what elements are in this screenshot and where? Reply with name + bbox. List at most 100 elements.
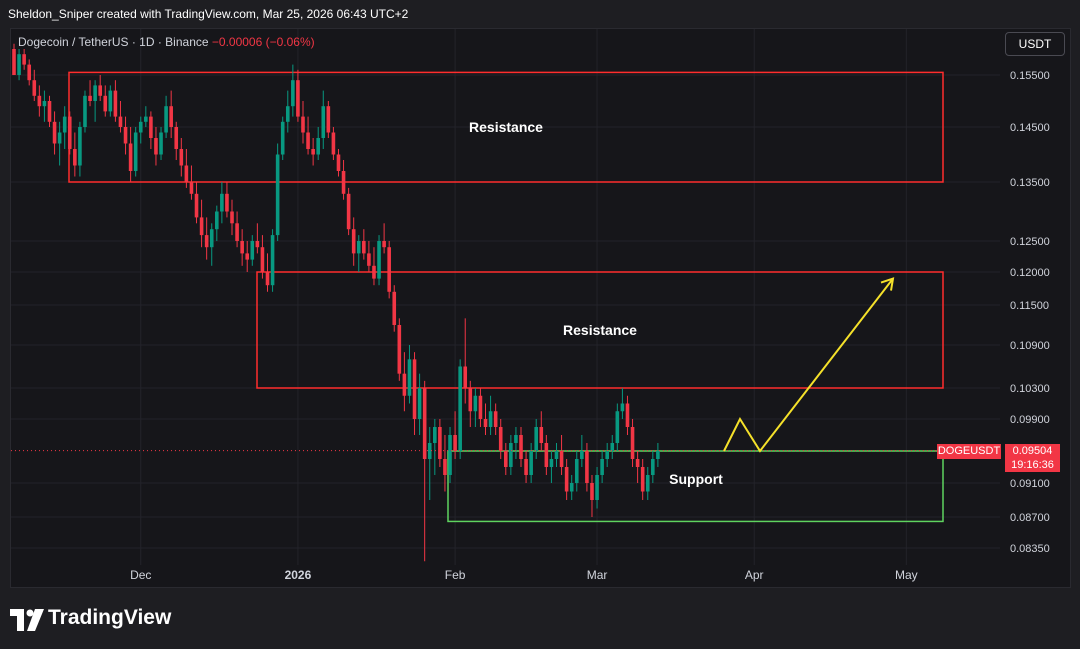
candle-body bbox=[57, 132, 62, 144]
candle-body bbox=[392, 291, 397, 325]
candle-body bbox=[174, 127, 179, 149]
candle-body bbox=[98, 85, 102, 96]
candle-body bbox=[133, 132, 138, 171]
candle-body bbox=[564, 467, 569, 492]
candle-body bbox=[580, 451, 584, 459]
candle-body bbox=[169, 106, 173, 127]
candle-body bbox=[37, 95, 42, 107]
candle-body bbox=[215, 211, 219, 230]
attribution-text: Sheldon_Sniper created with TradingView.… bbox=[8, 7, 409, 21]
candle-body bbox=[199, 217, 204, 236]
footer-bar bbox=[0, 589, 1080, 649]
candle-body bbox=[321, 106, 326, 138]
candle-body bbox=[296, 80, 300, 117]
candle-countdown: 19:16:36 bbox=[1011, 459, 1054, 471]
zone-label: Support bbox=[669, 471, 723, 487]
candle-body bbox=[301, 116, 305, 133]
candle-body bbox=[590, 483, 594, 500]
candle-body bbox=[204, 235, 209, 248]
candle-body bbox=[630, 427, 635, 459]
candle-body bbox=[123, 127, 128, 144]
candle-body bbox=[128, 143, 133, 171]
candle-body bbox=[397, 325, 402, 374]
price-change: −0.00006 (−0.06%) bbox=[211, 35, 315, 49]
candle-body bbox=[42, 101, 47, 107]
y-tick-label: 0.12500 bbox=[1010, 236, 1050, 248]
candle-body bbox=[291, 80, 295, 107]
candle-body bbox=[311, 149, 315, 155]
candle-body bbox=[270, 235, 275, 286]
chart-frame[interactable] bbox=[10, 28, 1071, 588]
candle-body bbox=[509, 443, 513, 467]
candle-body bbox=[32, 80, 37, 96]
candle-body bbox=[427, 443, 432, 459]
candle-body bbox=[387, 247, 391, 292]
candle-body bbox=[179, 149, 184, 166]
candle-body bbox=[22, 54, 26, 65]
candle-body bbox=[275, 154, 280, 236]
candle-body bbox=[108, 90, 113, 112]
candle-body bbox=[473, 395, 478, 412]
candle-body bbox=[554, 451, 559, 459]
candle-body bbox=[280, 121, 285, 155]
last-price-value: 0.09504 bbox=[1012, 445, 1053, 457]
candle-body bbox=[235, 223, 239, 241]
zone-label: Resistance bbox=[469, 119, 543, 135]
candle-body bbox=[625, 403, 630, 427]
y-tick-label: 0.09100 bbox=[1010, 478, 1050, 490]
candle-body bbox=[159, 132, 163, 155]
candle-body bbox=[209, 229, 214, 248]
candle-body bbox=[62, 116, 67, 133]
candle-body bbox=[245, 253, 250, 260]
candle-body bbox=[488, 411, 493, 427]
candle-body bbox=[574, 459, 579, 483]
candle-body bbox=[346, 193, 351, 230]
currency-button[interactable]: USDT bbox=[1005, 32, 1065, 56]
symbol-legend: Dogecoin / TetherUS · 1D · Binance −0.00… bbox=[18, 35, 315, 49]
candle-body bbox=[422, 388, 427, 459]
candle-body bbox=[164, 106, 168, 133]
y-tick-label: 0.11500 bbox=[1010, 300, 1049, 312]
candle-body bbox=[78, 127, 82, 166]
candle-body bbox=[285, 106, 290, 122]
candle-body bbox=[433, 427, 437, 443]
candle-body bbox=[534, 427, 539, 451]
x-tick-label: May bbox=[895, 568, 918, 582]
candle-body bbox=[250, 241, 255, 260]
projection-path bbox=[723, 277, 894, 453]
candle-body bbox=[493, 411, 498, 427]
tradingview-logo-icon bbox=[10, 609, 44, 631]
candle-body bbox=[478, 395, 483, 419]
x-tick-label: Feb bbox=[445, 568, 466, 582]
candle-body bbox=[362, 241, 366, 254]
candle-body bbox=[154, 138, 158, 155]
candle-body bbox=[443, 459, 447, 475]
candle-body bbox=[67, 116, 72, 149]
y-tick-label: 0.10300 bbox=[1010, 383, 1050, 395]
candle-body bbox=[463, 366, 468, 388]
candle-body bbox=[605, 451, 609, 459]
y-tick-label: 0.14500 bbox=[1010, 122, 1050, 134]
candle-body bbox=[468, 388, 473, 412]
candle-body bbox=[351, 229, 356, 254]
candle-body bbox=[230, 211, 234, 224]
candle-body bbox=[656, 451, 660, 459]
candle-body bbox=[73, 149, 77, 166]
candle-body bbox=[559, 451, 564, 467]
candle-body bbox=[549, 459, 554, 467]
candle-body bbox=[498, 427, 503, 451]
tradingview-logo-text: TradingView bbox=[48, 606, 172, 629]
candle-body bbox=[113, 90, 118, 117]
candle-body bbox=[306, 132, 310, 149]
candle-body bbox=[402, 373, 407, 396]
candle-body bbox=[615, 411, 620, 443]
candle-body bbox=[595, 475, 599, 500]
candle-body bbox=[600, 459, 604, 475]
x-tick-label: Apr bbox=[745, 568, 764, 582]
candle-body bbox=[585, 451, 589, 483]
candle-body bbox=[220, 193, 224, 212]
candle-body bbox=[331, 132, 336, 155]
candle-body bbox=[356, 241, 361, 254]
candle-body bbox=[47, 101, 52, 122]
